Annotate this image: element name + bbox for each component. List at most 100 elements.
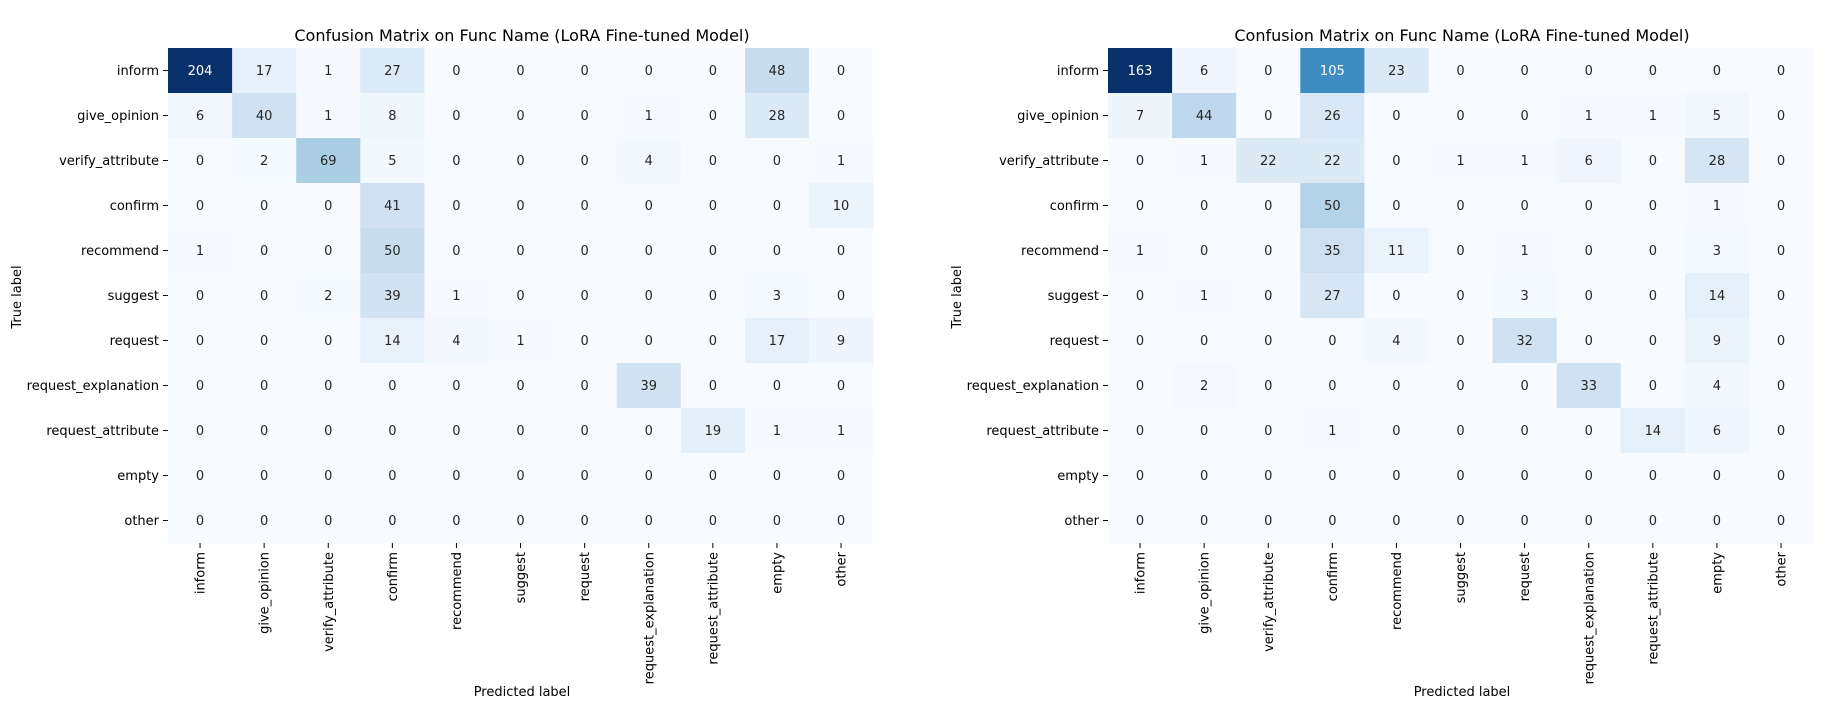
- cell-value-label: 0: [1521, 514, 1529, 529]
- cell-value-label: 0: [1585, 64, 1593, 79]
- cell-value-label: 0: [1136, 469, 1144, 484]
- cell-value-label: 0: [581, 199, 589, 214]
- heatmap-cell: [680, 498, 746, 544]
- heatmap-cell: [616, 408, 682, 454]
- heatmap-cell: [296, 48, 361, 94]
- cell-value-label: 0: [773, 469, 781, 484]
- cell-value-label: 0: [1392, 289, 1400, 304]
- heatmap-cell: [1236, 48, 1301, 94]
- x-tick-label: verify_attribute: [322, 552, 337, 652]
- cell-value-label: 1: [196, 244, 204, 259]
- cell-value-label: 9: [1713, 334, 1721, 349]
- heatmap-cell: [1684, 138, 1750, 184]
- heatmap-cell: [1300, 318, 1365, 364]
- cell-value-label: 0: [581, 514, 589, 529]
- heatmap-cell: [232, 183, 297, 229]
- cell-value-label: 0: [773, 199, 781, 214]
- x-tick-label: recommend: [1390, 552, 1405, 630]
- heatmap-cell: [488, 318, 554, 364]
- heatmap-cell: [1300, 363, 1365, 409]
- heatmap-cell: [488, 408, 554, 454]
- heatmap-cell: [424, 273, 490, 319]
- cell-value-label: 1: [1456, 154, 1464, 169]
- heatmap-cell: [809, 318, 874, 364]
- heatmap-cell: [616, 138, 682, 184]
- heatmap-cell: [168, 138, 233, 184]
- cell-value-label: 0: [709, 64, 717, 79]
- cell-value-label: 0: [1649, 379, 1657, 394]
- cell-value-label: 22: [1260, 154, 1277, 169]
- cell-value-label: 0: [837, 469, 845, 484]
- cell-value-label: 0: [581, 244, 589, 259]
- cell-value-label: 0: [516, 154, 524, 169]
- cell-value-label: 0: [1521, 424, 1529, 439]
- heatmap-cell: [232, 318, 297, 364]
- heatmap-cell: [1556, 498, 1622, 544]
- cell-value-label: 3: [1713, 244, 1721, 259]
- cell-value-label: 3: [1521, 289, 1529, 304]
- heatmap-cell: [1300, 183, 1365, 229]
- heatmap-cell: [1492, 498, 1558, 544]
- heatmap-cell: [360, 138, 425, 184]
- cell-value-label: 0: [516, 424, 524, 439]
- cell-value-label: 0: [1264, 379, 1272, 394]
- x-axis-label: Predicted label: [1414, 685, 1511, 700]
- heatmap-cell: [1364, 318, 1430, 364]
- heatmap-cell: [168, 93, 233, 139]
- heatmap-cell: [1556, 273, 1622, 319]
- cell-value-label: 0: [1264, 64, 1272, 79]
- cell-value-label: 0: [1456, 244, 1464, 259]
- heatmap-cell: [1236, 93, 1301, 139]
- heatmap-cell: [1428, 93, 1494, 139]
- y-axis-label: True label: [950, 265, 965, 329]
- heatmap-cell: [1684, 408, 1750, 454]
- heatmap-cell: [809, 408, 874, 454]
- cell-value-label: 0: [1456, 514, 1464, 529]
- heatmap-cell: [488, 48, 554, 94]
- cell-value-label: 27: [1324, 289, 1341, 304]
- cell-value-label: 0: [709, 289, 717, 304]
- cell-value-label: 0: [452, 469, 460, 484]
- heatmap-cell: [1620, 498, 1686, 544]
- heatmap-cell: [1749, 498, 1814, 544]
- heatmap-cell: [616, 273, 682, 319]
- cell-value-label: 0: [581, 379, 589, 394]
- cell-value-label: 0: [452, 514, 460, 529]
- heatmap-cell: [1364, 228, 1430, 274]
- x-tick-label: request_explanation: [1582, 552, 1597, 684]
- cell-value-label: 1: [837, 424, 845, 439]
- heatmap-cell: [744, 138, 810, 184]
- heatmap-cell: [1556, 363, 1622, 409]
- y-tick-label: verify_attribute: [59, 154, 159, 169]
- heatmap-cell: [1364, 273, 1430, 319]
- cell-value-label: 0: [837, 289, 845, 304]
- cell-value-label: 0: [581, 154, 589, 169]
- cell-value-label: 0: [1456, 379, 1464, 394]
- heatmap-cell: [168, 273, 233, 319]
- cell-value-label: 1: [645, 109, 653, 124]
- heatmap-cell: [1684, 453, 1750, 499]
- heatmap-cell: [552, 408, 618, 454]
- heatmap-cell: [744, 228, 810, 274]
- heatmap-cell: [168, 48, 233, 94]
- heatmap-cell: [1172, 48, 1237, 94]
- heatmap-cell: [488, 498, 554, 544]
- confusion-matrix-left: Confusion Matrix on Func Name (LoRA Fine…: [10, 26, 874, 700]
- heatmap-cell: [809, 93, 874, 139]
- heatmap-cell: [296, 273, 361, 319]
- cell-value-label: 0: [773, 244, 781, 259]
- y-tick-label: request_explanation: [27, 379, 159, 394]
- heatmap-cell: [809, 453, 874, 499]
- heatmap-cell: [809, 138, 874, 184]
- heatmap-cell: [552, 273, 618, 319]
- x-tick-labels: inform give_opinion verify_attribute confir…: [1134, 543, 1790, 684]
- heatmap-cell: [809, 273, 874, 319]
- cell-value-label: 28: [769, 109, 786, 124]
- cell-value-label: 0: [1392, 379, 1400, 394]
- heatmap-cell: [1749, 318, 1814, 364]
- cell-value-label: 1: [1521, 244, 1529, 259]
- cell-value-label: 0: [709, 109, 717, 124]
- cell-value-label: 0: [837, 514, 845, 529]
- heatmap-cell: [1684, 183, 1750, 229]
- cell-value-label: 0: [1456, 64, 1464, 79]
